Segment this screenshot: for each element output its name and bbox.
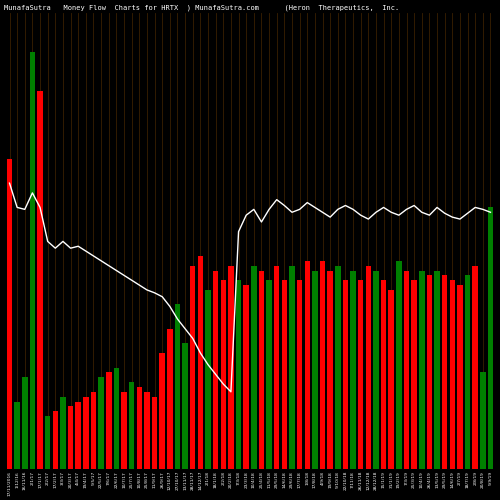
Bar: [388, 290, 394, 470]
Bar: [144, 392, 150, 469]
Bar: [52, 411, 58, 470]
Bar: [480, 372, 486, 470]
Bar: [122, 392, 127, 469]
Bar: [174, 304, 180, 470]
Bar: [350, 270, 356, 469]
Bar: [442, 276, 448, 469]
Bar: [274, 266, 280, 470]
Text: MunafaSutra   Money Flow  Charts for HRTX  ) MunafaSutra.com      (Heron  Therap: MunafaSutra Money Flow Charts for HRTX )…: [4, 4, 400, 10]
Bar: [136, 387, 142, 469]
Bar: [457, 285, 462, 470]
Bar: [358, 280, 364, 469]
Bar: [182, 344, 188, 469]
Bar: [282, 280, 287, 469]
Bar: [297, 280, 302, 469]
Bar: [220, 280, 226, 469]
Bar: [426, 276, 432, 469]
Bar: [366, 266, 371, 470]
Bar: [335, 266, 340, 470]
Bar: [404, 270, 409, 469]
Bar: [190, 266, 196, 470]
Bar: [30, 52, 35, 470]
Bar: [22, 378, 28, 470]
Bar: [320, 261, 326, 470]
Bar: [167, 328, 172, 470]
Bar: [106, 372, 112, 470]
Bar: [68, 406, 73, 470]
Bar: [342, 280, 348, 469]
Bar: [258, 270, 264, 469]
Bar: [38, 91, 43, 469]
Bar: [228, 266, 234, 470]
Bar: [129, 382, 134, 470]
Bar: [304, 261, 310, 470]
Bar: [312, 270, 318, 469]
Bar: [83, 396, 88, 469]
Bar: [412, 280, 417, 469]
Bar: [434, 270, 440, 469]
Bar: [152, 396, 158, 469]
Bar: [14, 402, 20, 469]
Bar: [251, 266, 256, 470]
Bar: [76, 402, 81, 469]
Bar: [45, 416, 51, 470]
Bar: [98, 378, 104, 470]
Bar: [160, 353, 165, 470]
Bar: [244, 285, 249, 470]
Bar: [289, 266, 294, 470]
Bar: [60, 396, 66, 469]
Bar: [396, 261, 402, 470]
Bar: [465, 276, 470, 469]
Bar: [328, 270, 333, 469]
Bar: [213, 270, 218, 469]
Bar: [381, 280, 386, 469]
Bar: [488, 208, 493, 470]
Bar: [266, 280, 272, 469]
Bar: [206, 290, 211, 470]
Bar: [373, 270, 378, 469]
Bar: [236, 280, 242, 469]
Bar: [114, 368, 119, 470]
Bar: [7, 159, 12, 470]
Bar: [450, 280, 455, 469]
Bar: [90, 392, 96, 469]
Bar: [472, 266, 478, 470]
Bar: [198, 256, 203, 470]
Bar: [419, 270, 424, 469]
